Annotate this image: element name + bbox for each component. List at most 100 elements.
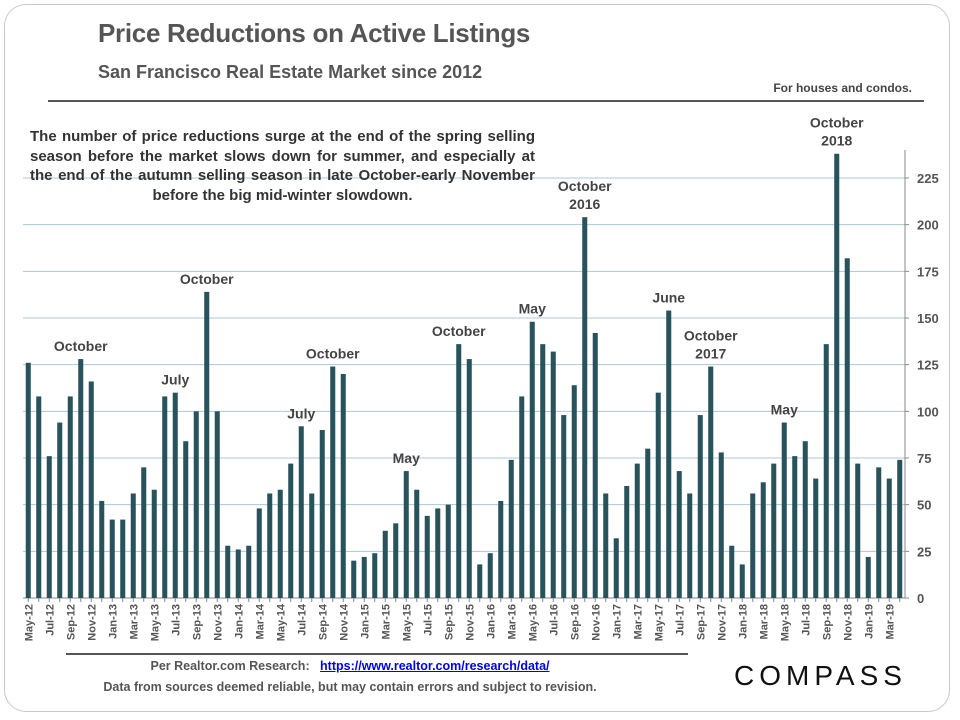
bar-Apr-18: [771, 463, 777, 598]
bar-Jan-18: [739, 564, 745, 598]
peak-annotation: October: [684, 328, 738, 344]
x-tick-label: Nov-14: [338, 603, 350, 641]
x-tick-label: Nov-17: [716, 604, 728, 641]
bar-Mar-14: [256, 508, 262, 598]
bar-Nov-14: [340, 374, 346, 598]
source-link[interactable]: https://www.realtor.com/research/data/: [320, 659, 550, 673]
x-tick-label: Sep-12: [65, 604, 77, 640]
x-tick-label: Nov-18: [842, 604, 854, 641]
bar-May-17: [655, 392, 661, 598]
x-tick-label: Sep-14: [317, 603, 329, 640]
x-tick-label: Jan-18: [737, 604, 749, 639]
bar-Nov-16: [592, 332, 598, 598]
bar-Jun-15: [414, 489, 420, 598]
x-tick-label: Sep-16: [569, 604, 581, 640]
bar-Jul-13: [172, 392, 178, 598]
bar-Jul-15: [424, 515, 430, 598]
peak-annotation: October: [180, 271, 234, 287]
bar-Sep-16: [571, 385, 577, 598]
bar-Mar-19: [886, 478, 892, 598]
bar-Sep-17: [697, 415, 703, 598]
bar-Aug-15: [435, 508, 441, 598]
x-tick-label: May-15: [401, 604, 413, 641]
peak-annotation: 2017: [695, 346, 726, 362]
bar-Apr-14: [267, 493, 273, 598]
x-tick-label: Mar-19: [884, 604, 896, 639]
x-tick-label: May-18: [779, 604, 791, 641]
bar-Aug-16: [561, 415, 567, 598]
bar-Sep-13: [193, 411, 199, 598]
x-tick-label: Jul-18: [800, 604, 812, 636]
x-tick-label: Jan-19: [863, 604, 875, 639]
bar-Jun-13: [162, 396, 168, 598]
bar-Oct-16: [582, 217, 588, 598]
x-tick-label: Jul-16: [548, 604, 560, 636]
bar-Jul-17: [676, 471, 682, 598]
x-tick-label: Nov-12: [86, 604, 98, 641]
bar-Aug-17: [687, 493, 693, 598]
y-tick-label: 175: [917, 264, 939, 279]
bar-Feb-16: [498, 500, 504, 598]
bar-Nov-15: [466, 359, 472, 598]
x-tick-label: Sep-18: [821, 604, 833, 640]
bar-Dec-15: [477, 564, 483, 598]
bar-May-15: [403, 471, 409, 598]
peak-annotation: May: [519, 301, 546, 317]
bar-Mar-18: [760, 482, 766, 598]
x-tick-label: Mar-15: [380, 604, 392, 639]
y-tick-label: 150: [917, 311, 939, 326]
peak-annotation: October: [810, 115, 864, 131]
bar-May-12: [25, 362, 31, 598]
x-tick-label: Mar-17: [632, 604, 644, 639]
bar-Jan-14: [235, 549, 241, 598]
commentary-text: The number of price reductions surge at …: [30, 128, 535, 204]
x-tick-label: May-16: [527, 604, 539, 641]
bar-Jan-16: [487, 553, 493, 598]
y-tick-label: 50: [917, 498, 931, 513]
bar-Jun-17: [666, 310, 672, 598]
x-tick-label: Jul-12: [44, 604, 56, 636]
disclaimer: Data from sources deemed reliable, but m…: [103, 680, 597, 694]
x-tick-label: Mar-14: [254, 603, 266, 639]
bar-Dec-14: [351, 560, 357, 598]
bar-Apr-19: [897, 459, 903, 598]
peak-annotation: July: [161, 372, 189, 388]
bar-Jul-16: [550, 351, 556, 598]
x-tick-label: Jan-14: [233, 603, 245, 639]
x-tick-label: Jan-16: [485, 604, 497, 639]
bar-Oct-14: [330, 366, 336, 598]
peak-annotation: October: [432, 323, 486, 339]
bar-May-16: [529, 321, 535, 598]
y-tick-label: 125: [917, 358, 939, 373]
bar-Aug-13: [183, 441, 189, 598]
bar-Jan-13: [109, 519, 115, 598]
peak-annotation: May: [771, 402, 798, 418]
bar-Jun-16: [540, 344, 546, 598]
bar-Mar-17: [634, 463, 640, 598]
bar-Mar-15: [382, 530, 388, 598]
chart-title: Price Reductions on Active Listings: [98, 18, 531, 48]
x-tick-label: Mar-18: [758, 604, 770, 639]
bar-Apr-13: [141, 467, 147, 598]
bar-Aug-14: [309, 493, 315, 598]
x-tick-label: Nov-15: [464, 604, 476, 641]
x-tick-label: Nov-16: [590, 604, 602, 641]
bar-Jan-17: [613, 538, 619, 598]
bar-Dec-17: [729, 545, 735, 598]
peak-annotation: 2016: [569, 196, 600, 212]
bar-Oct-15: [456, 344, 462, 598]
source-line: Per Realtor.com Research: https://www.re…: [0, 659, 700, 673]
bar-Jun-18: [792, 456, 798, 598]
bar-Mar-13: [130, 493, 136, 598]
x-tick-label: Jul-13: [170, 604, 182, 636]
bar-Sep-18: [823, 344, 829, 598]
bar-Apr-16: [519, 396, 525, 598]
bar-Nov-18: [844, 258, 850, 598]
x-tick-label: Sep-13: [191, 604, 203, 640]
x-tick-label: Nov-13: [212, 604, 224, 641]
y-tick-label: 25: [917, 544, 931, 559]
bar-Jul-14: [298, 426, 304, 598]
scope-note: For houses and condos.: [773, 81, 912, 95]
bar-Sep-12: [67, 396, 73, 598]
